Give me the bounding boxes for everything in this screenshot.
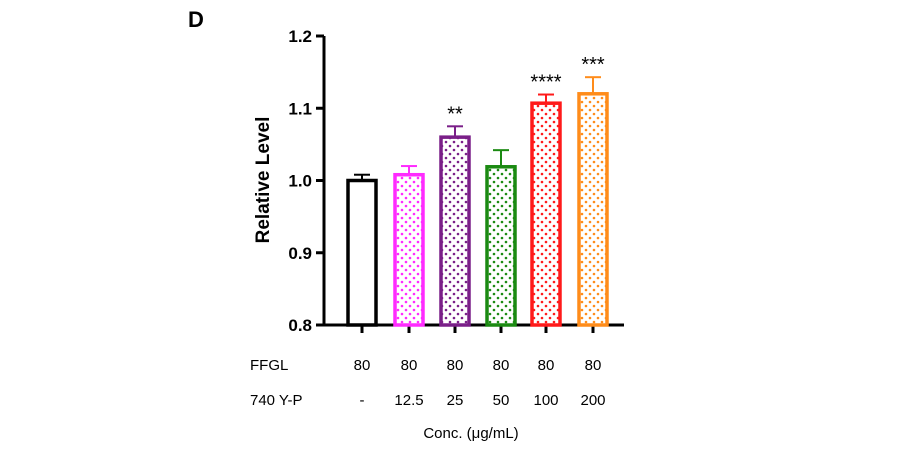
table-cell: 12.5	[394, 392, 423, 409]
bar-5	[530, 101, 562, 327]
table-row-label: FFGL	[250, 357, 288, 374]
table-cell: 25	[447, 392, 464, 409]
y-tick-label: 0.8	[288, 316, 312, 335]
table-cell: 80	[447, 357, 464, 374]
table-cell: 80	[585, 357, 602, 374]
bar-4	[485, 165, 517, 327]
table-cell: 200	[580, 392, 605, 409]
panel-label: D	[188, 7, 204, 32]
bar-1	[346, 178, 378, 327]
y-tick-label: 1.2	[288, 27, 312, 46]
y-tick-label: 0.9	[288, 244, 312, 263]
table-cell: 80	[493, 357, 510, 374]
table-cell: 80	[401, 357, 418, 374]
y-axis-label: Relative Level	[253, 117, 274, 244]
significance-label: **	[447, 103, 463, 125]
table-cell: 100	[533, 392, 558, 409]
y-tick-label: 1.1	[288, 99, 312, 118]
y-axis: 0.8 0.9 1.0 1.1 1.2	[288, 27, 326, 335]
table-row-label: 740 Y-P	[250, 392, 303, 409]
bars-group: *********	[346, 54, 609, 327]
bar-6	[577, 92, 609, 327]
condition-table: FFGL 80 80 80 80 80 80 740 Y-P - 12.5 25 50 100 200	[250, 357, 606, 409]
significance-label: ***	[581, 54, 605, 76]
table-cell: 50	[493, 392, 510, 409]
x-axis-label: Conc. (μg/mL)	[423, 425, 518, 442]
y-tick-label: 1.0	[288, 172, 312, 191]
bar-2	[393, 172, 425, 327]
significance-label: ****	[530, 72, 561, 94]
table-cell: 80	[354, 357, 371, 374]
bar-3	[439, 135, 471, 327]
table-cell: -	[360, 392, 365, 409]
table-cell: 80	[538, 357, 555, 374]
